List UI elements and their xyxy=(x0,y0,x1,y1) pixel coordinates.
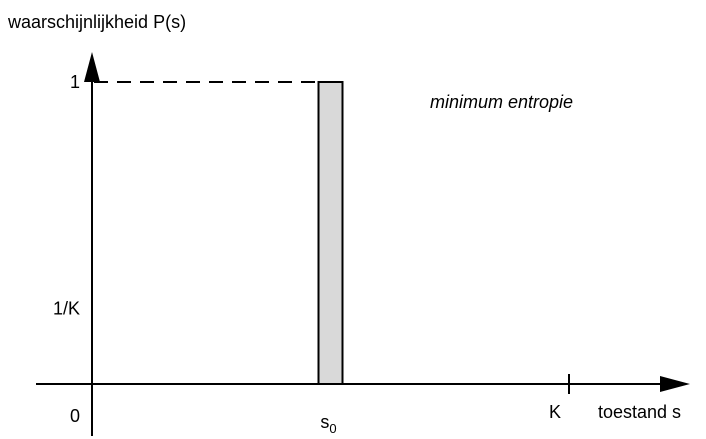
bar-s0 xyxy=(317,81,344,385)
x-tick-label-s0: s0 xyxy=(320,412,336,436)
x-axis-arrow xyxy=(660,376,690,392)
y-tick-label-0: 0 xyxy=(70,406,80,426)
x-axis-label: toestand s xyxy=(598,402,681,422)
annotation-minimum-entropie: minimum entropie xyxy=(430,92,573,112)
y-tick-label-1-over-k: 1/K xyxy=(53,299,80,319)
y-tick-label-1: 1 xyxy=(70,72,80,92)
x-tick-label-k: K xyxy=(549,402,561,422)
y-axis-label: waarschijnlijkheid P(s) xyxy=(7,12,186,32)
y-axis-arrow xyxy=(84,52,100,82)
